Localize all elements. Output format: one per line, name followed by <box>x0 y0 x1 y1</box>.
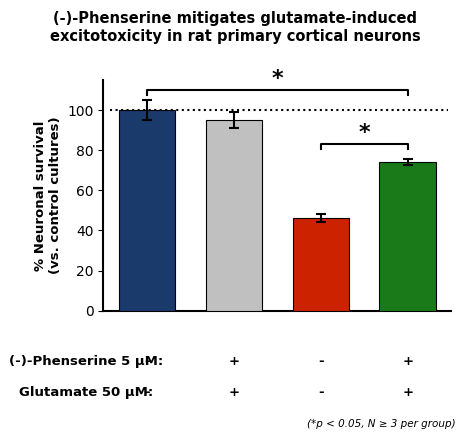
Bar <box>379 162 436 311</box>
Text: -: - <box>318 355 323 369</box>
Text: Glutamate 50 μM:: Glutamate 50 μM: <box>19 386 153 400</box>
Text: (-)-Phenserine mitigates glutamate-induced
excitotoxicity in rat primary cortica: (-)-Phenserine mitigates glutamate-induc… <box>50 11 420 44</box>
Text: +: + <box>402 386 413 400</box>
Text: (-)-Phenserine 5 μM:: (-)-Phenserine 5 μM: <box>9 355 164 369</box>
Text: +: + <box>402 355 413 369</box>
Text: *: * <box>359 123 370 143</box>
Bar <box>118 110 175 311</box>
Bar <box>292 218 349 311</box>
Y-axis label: % Neuronal survival
(vs. control cultures): % Neuronal survival (vs. control culture… <box>34 116 62 274</box>
Text: -: - <box>144 355 149 369</box>
Text: +: + <box>228 355 239 369</box>
Text: *: * <box>272 69 283 89</box>
Text: +: + <box>228 386 239 400</box>
Text: -: - <box>144 386 149 400</box>
Bar <box>205 120 262 311</box>
Text: (*p < 0.05, N ≥ 3 per group): (*p < 0.05, N ≥ 3 per group) <box>307 419 456 429</box>
Text: -: - <box>318 386 323 400</box>
